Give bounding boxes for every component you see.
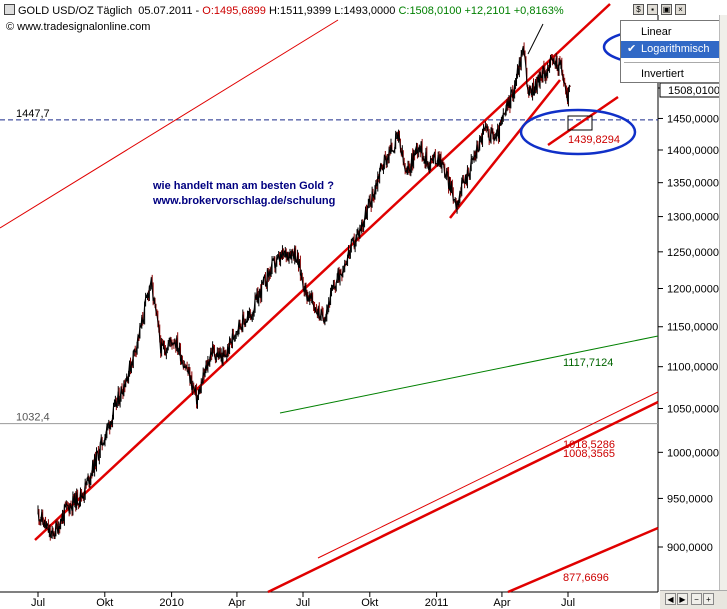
- y-tick-label: 1050,0000: [667, 403, 719, 415]
- steep-trend-line: [449, 79, 561, 219]
- chart-icon: [4, 4, 15, 15]
- horizontal-level-label: 1032,4: [16, 412, 50, 424]
- dollar-button[interactable]: $: [633, 4, 644, 15]
- zoom-in-icon[interactable]: +: [703, 593, 714, 605]
- vertical-scrollbar[interactable]: [719, 15, 727, 595]
- x-tick-label: Jul: [296, 597, 310, 608]
- y-tick-label: 1100,0000: [667, 362, 718, 374]
- trend-extension-line: [547, 95, 619, 147]
- x-tick-label: Jul: [561, 597, 575, 608]
- trend-line-label: 1439,8294: [568, 134, 620, 146]
- y-tick-label: 1150,0000: [667, 322, 718, 334]
- date-label: 05.07.2011: [138, 5, 193, 17]
- y-tick-label: 1200,0000: [667, 284, 719, 296]
- x-tick-label: Jul: [31, 597, 45, 608]
- bottom-trend-line: [507, 526, 659, 594]
- x-tick-label: Apr: [493, 597, 510, 608]
- last-price-label: 1508,0100: [668, 85, 720, 97]
- price-line: [37, 46, 571, 539]
- menu-separator: [624, 62, 723, 63]
- lower-trend-line: [267, 400, 659, 594]
- y-tick-label: 1300,0000: [667, 212, 719, 224]
- change-label: +12,2101: [464, 5, 511, 17]
- checkmark-icon: ✔: [627, 43, 637, 55]
- x-tick-label: 2011: [425, 597, 449, 608]
- annotation-url[interactable]: www.brokervorschlag.de/schulung: [153, 195, 336, 207]
- menu-item-logarithmic[interactable]: ✔ Logarithmisch: [621, 41, 726, 58]
- trend-line-label: 1018,5286: [563, 439, 615, 451]
- horizontal-level-label: 1447,7: [16, 108, 50, 120]
- symbol-label: GOLD USD/OZ Täglich: [18, 5, 133, 17]
- menu-item-logarithmic-label: Logarithmisch: [641, 43, 710, 55]
- zoom-out-icon[interactable]: −: [691, 593, 702, 605]
- scroll-left-icon[interactable]: ◀: [665, 593, 676, 605]
- close-label: C:1508,0100: [398, 5, 462, 17]
- price-marker-box: [567, 115, 593, 131]
- green-trend-line: [279, 335, 659, 414]
- source-label: © www.tradesignalonline.com: [6, 21, 151, 33]
- change-pct-label: +0,8163%: [513, 5, 564, 17]
- upper-channel-line: [0, 19, 339, 229]
- x-tick-label: Okt: [361, 597, 378, 608]
- x-tick-label: Apr: [228, 597, 245, 608]
- scale-menu: Linear ✔ Logarithmisch Invertiert: [620, 20, 727, 83]
- restore-button[interactable]: ▣: [661, 4, 672, 15]
- menu-item-inverted-label: Invertiert: [641, 68, 684, 80]
- y-tick-label: 1350,0000: [667, 178, 719, 190]
- annotation-question: wie handelt man am besten Gold ?: [153, 180, 334, 192]
- low-label: L:1493,0000: [334, 5, 396, 17]
- y-tick-label: 950,0000: [667, 493, 713, 505]
- menu-item-linear[interactable]: Linear: [621, 24, 726, 41]
- chart-header: GOLD USD/OZ Täglich 05.07.2011 - O:1495,…: [0, 4, 564, 18]
- y-tick-label: 1000,0000: [667, 447, 719, 459]
- menu-item-linear-label: Linear: [641, 26, 672, 38]
- minimize-button[interactable]: ▪: [647, 4, 658, 15]
- main-trend-line: [34, 3, 611, 541]
- x-tick-label: 2010: [159, 597, 183, 608]
- y-tick-label: 1450,0000: [667, 113, 719, 125]
- pointer-line: [527, 23, 544, 55]
- y-tick-label: 1250,0000: [667, 247, 719, 259]
- scroll-controls: ◀ ▶ − +: [660, 590, 727, 609]
- y-tick-label: 900,0000: [667, 542, 713, 554]
- x-tick-label: Okt: [96, 597, 113, 608]
- close-button[interactable]: ×: [675, 4, 686, 15]
- trend-line-label: 877,6696: [563, 572, 609, 584]
- thin-parallel-line: [317, 391, 659, 559]
- y-tick-label: 1400,0000: [667, 145, 719, 157]
- high-label: H:1511,9399: [268, 5, 332, 17]
- menu-item-inverted[interactable]: Invertiert: [621, 66, 726, 83]
- open-label: O:1495,6899: [202, 5, 266, 17]
- trend-line-label: 1117,7124: [563, 357, 613, 369]
- trend-line-label: 1008,3565: [563, 448, 615, 460]
- highlight-ellipse-price: [519, 108, 637, 156]
- scroll-right-icon[interactable]: ▶: [677, 593, 688, 605]
